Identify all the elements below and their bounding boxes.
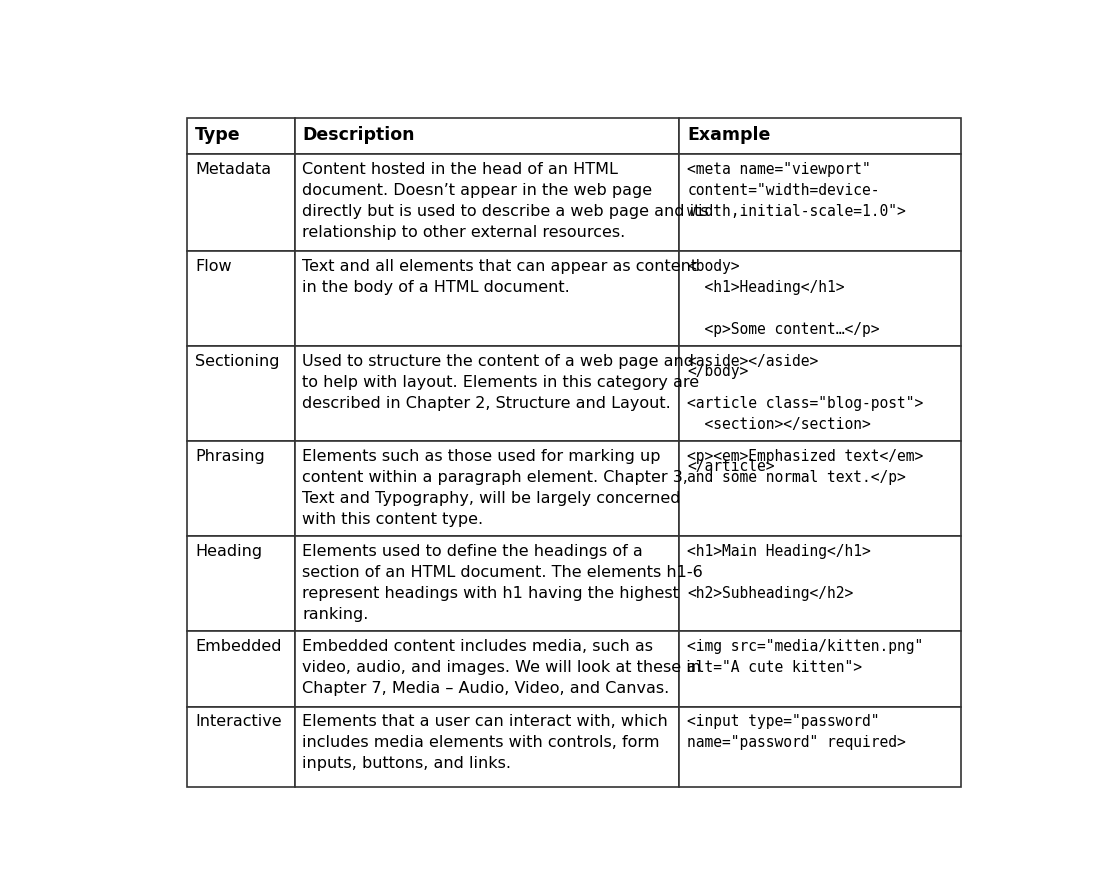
Bar	[680, 442, 960, 537]
Text: <aside></aside>

<article class="blog-post">
  <section></section>

</article>: <aside></aside> <article class="blog-pos…	[687, 354, 924, 474]
Bar	[680, 252, 960, 347]
Bar	[294, 154, 680, 252]
Bar	[187, 252, 294, 347]
Text: <p><em>Emphasized text</em>
and some normal text.</p>: <p><em>Emphasized text</em> and some nor…	[687, 449, 924, 485]
Text: Elements used to define the headings of a
section of an HTML document. The eleme: Elements used to define the headings of …	[302, 544, 703, 622]
Text: Embedded content includes media, such as
video, audio, and images. We will look : Embedded content includes media, such as…	[302, 639, 702, 696]
Text: Type: Type	[195, 126, 241, 144]
Text: Interactive: Interactive	[195, 714, 282, 729]
Text: Elements that a user can interact with, which
includes media elements with contr: Elements that a user can interact with, …	[302, 714, 668, 771]
Text: Heading: Heading	[195, 544, 262, 559]
Text: <img src="media/kitten.png"
alt="A cute kitten">: <img src="media/kitten.png" alt="A cute …	[687, 639, 924, 675]
Bar	[294, 537, 680, 632]
Text: Content hosted in the head of an HTML
document. Doesn’t appear in the web page
d: Content hosted in the head of an HTML do…	[302, 161, 709, 239]
Text: Used to structure the content of a web page and
to help with layout. Elements in: Used to structure the content of a web p…	[302, 354, 700, 411]
Bar	[294, 707, 680, 787]
Bar	[680, 154, 960, 252]
Bar	[680, 707, 960, 787]
Bar	[294, 442, 680, 537]
Bar	[294, 252, 680, 347]
Text: Phrasing: Phrasing	[195, 449, 265, 464]
Text: Metadata: Metadata	[195, 161, 271, 177]
Text: <input type="password"
name="password" required>: <input type="password" name="password" r…	[687, 714, 906, 751]
Bar	[187, 632, 294, 707]
Text: <h1>Main Heading</h1>

<h2>Subheading</h2>: <h1>Main Heading</h1> <h2>Subheading</h2…	[687, 544, 871, 601]
Bar	[680, 347, 960, 442]
Text: <meta name="viewport"
content="width=device-
width,initial-scale=1.0">: <meta name="viewport" content="width=dev…	[687, 161, 906, 219]
Bar	[680, 118, 960, 154]
Bar	[294, 632, 680, 707]
Text: Flow: Flow	[195, 259, 232, 274]
Text: Elements such as those used for marking up
content within a paragraph element. C: Elements such as those used for marking …	[302, 449, 688, 527]
Bar	[680, 632, 960, 707]
Bar	[187, 118, 294, 154]
Bar	[294, 118, 680, 154]
Bar	[187, 154, 294, 252]
Bar	[187, 442, 294, 537]
Bar	[187, 707, 294, 787]
Text: Embedded: Embedded	[195, 639, 282, 654]
Text: Example: Example	[687, 126, 771, 144]
Bar	[187, 347, 294, 442]
Bar	[294, 347, 680, 442]
Text: Sectioning: Sectioning	[195, 354, 280, 369]
Text: Description: Description	[302, 126, 414, 144]
Bar	[680, 537, 960, 632]
Bar	[187, 537, 294, 632]
Text: Text and all elements that can appear as content
in the body of a HTML document.: Text and all elements that can appear as…	[302, 259, 697, 295]
Text: <body>
  <h1>Heading</h1>

  <p>Some content…</p>

</body>: <body> <h1>Heading</h1> <p>Some content……	[687, 259, 880, 379]
